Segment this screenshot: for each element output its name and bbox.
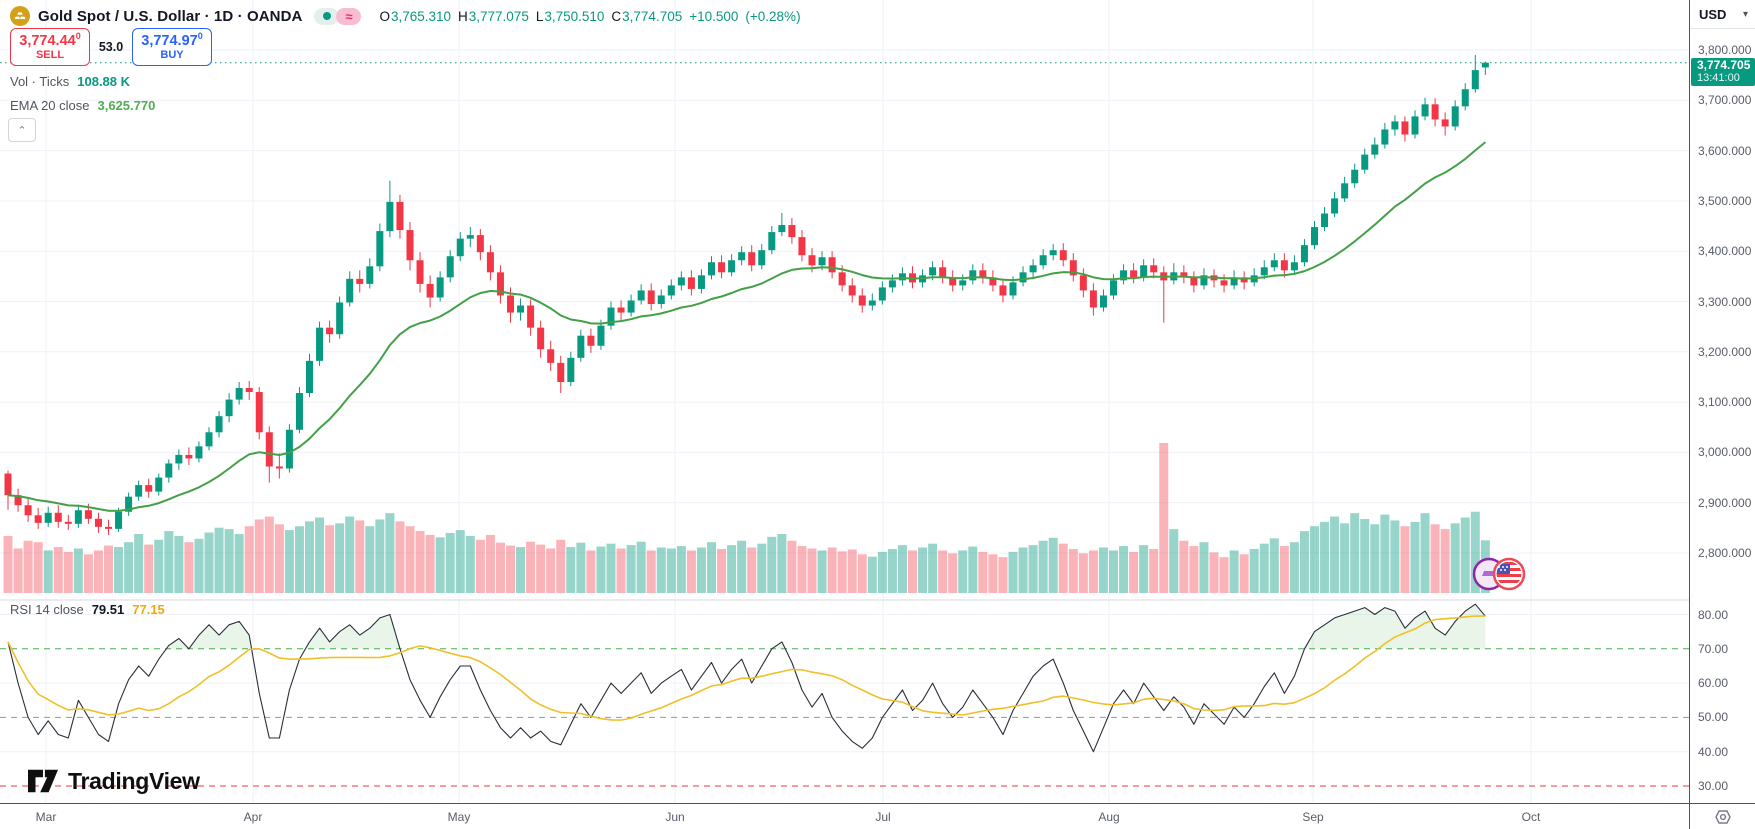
ema-label: EMA 20 close	[10, 97, 90, 113]
buy-button[interactable]: 3,774.970 BUY	[132, 28, 212, 66]
last-price-value: 3,774.705	[1697, 58, 1751, 73]
rsi-tick-label: 80.00	[1698, 607, 1729, 622]
spread-value: 53.0	[98, 40, 124, 54]
open-value: 3,765.310	[390, 8, 452, 24]
rsi-tick-label: 70.00	[1698, 641, 1729, 656]
gold-symbol-icon	[10, 6, 30, 26]
ema-legend[interactable]: EMA 20 close 3,625.770	[10, 96, 155, 114]
change-percent: (+0.28%)	[745, 8, 801, 24]
chevron-up-icon: ⌃	[17, 124, 27, 137]
last-price-time: 13:41:00	[1697, 72, 1740, 85]
change-value: +10.500	[689, 8, 739, 24]
month-label: Aug	[1098, 810, 1120, 824]
currency-label: USD	[1699, 6, 1727, 22]
volume-legend[interactable]: Vol · Ticks 108.88 K	[10, 72, 130, 90]
tradingview-wordmark: TradingView	[68, 767, 200, 794]
month-label: Jun	[665, 810, 685, 824]
rsi-tick-label: 50.00	[1698, 710, 1729, 725]
rsi-legend[interactable]: RSI 14 close 79.51 77.15	[10, 602, 165, 617]
collapse-legend-button[interactable]: ⌃	[8, 118, 36, 142]
month-label: Apr	[243, 810, 263, 824]
month-label: Sep	[1302, 810, 1324, 824]
market-status: ≈	[314, 7, 362, 25]
last-price-tag: 3,774.705 13:41:00	[1691, 57, 1755, 86]
tradingview-watermark[interactable]: TradingView	[26, 766, 200, 796]
price-tick-label: 3,000.000	[1698, 445, 1752, 460]
trade-buttons: 3,774.440 SELL 53.0 3,774.970 BUY	[10, 28, 212, 66]
price-axis[interactable]: USD ▾ 3,800.000 3,700.000 3,600.000 3,500.0…	[1689, 0, 1755, 803]
axis-settings-corner[interactable]	[1689, 804, 1755, 829]
month-label: Oct	[1521, 810, 1541, 824]
symbol-pair-logos	[1472, 555, 1528, 593]
time-axis[interactable]: Mar Apr May Jun Jul Aug Sep Oct	[0, 803, 1755, 829]
price-tick-label: 3,800.000	[1698, 43, 1752, 57]
market-open-icon[interactable]	[314, 7, 340, 25]
price-tick-label: 3,500.000	[1698, 193, 1752, 208]
price-tick-label: 3,700.000	[1698, 93, 1752, 108]
price-tick-label: 3,600.000	[1698, 143, 1752, 158]
price-tick-label: 3,400.000	[1698, 244, 1752, 259]
price-tick-label: 2,800.000	[1698, 546, 1752, 560]
price-tick-label: 3,100.000	[1698, 395, 1752, 410]
rsi-tick-label: 60.00	[1698, 676, 1729, 691]
rsi-tick-label: 40.00	[1698, 744, 1729, 759]
symbol-title[interactable]: Gold Spot / U.S. Dollar · 1D · OANDA	[38, 7, 303, 25]
tradingview-logo-icon	[28, 769, 58, 793]
delayed-data-icon[interactable]: ≈	[336, 7, 362, 25]
price-tick-label: 3,200.000	[1698, 344, 1752, 359]
gear-icon	[1715, 810, 1731, 824]
volume-value: 108.88 K	[77, 73, 131, 89]
close-value: 3,774.705	[622, 8, 683, 24]
rsi-value: 79.51	[91, 602, 125, 617]
ohlc-values: O3,765.310 H3,777.075 L3,750.510 C3,774.…	[379, 8, 801, 24]
chevron-down-icon: ▾	[1742, 8, 1748, 20]
symbol-legend: Gold Spot / U.S. Dollar · 1D · OANDA ≈ O…	[10, 4, 801, 28]
ema-value: 3,625.770	[97, 97, 156, 113]
sell-button[interactable]: 3,774.440 SELL	[10, 28, 90, 66]
low-value: 3,750.510	[544, 8, 605, 24]
price-tick-label: 3,300.000	[1698, 294, 1752, 309]
high-value: 3,777.075	[468, 8, 529, 24]
rsi-label: RSI 14 close	[10, 602, 84, 617]
us-flag-icon	[1492, 557, 1526, 591]
rsi-ma-value: 77.15	[132, 602, 165, 617]
month-label: May	[447, 810, 471, 824]
currency-dropdown[interactable]: USD ▾	[1690, 0, 1755, 29]
rsi-tick-label: 30.00	[1698, 779, 1729, 793]
month-label: Jul	[875, 810, 891, 824]
month-label: Mar	[35, 810, 57, 824]
price-tick-label: 2,900.000	[1698, 495, 1752, 510]
volume-label: Vol · Ticks	[10, 73, 70, 89]
